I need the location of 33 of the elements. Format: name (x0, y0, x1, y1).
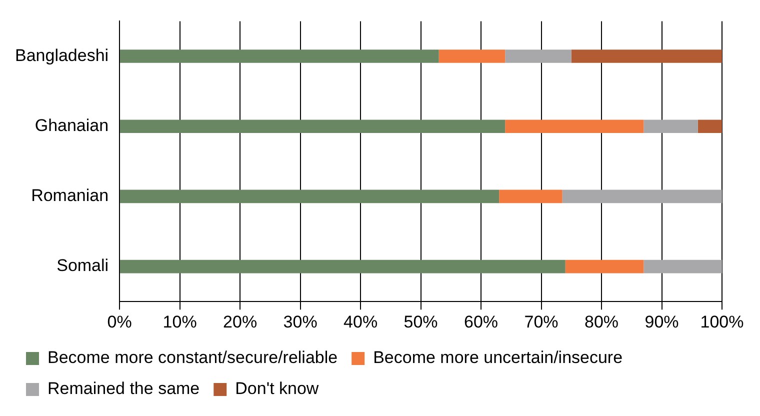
x-tick-label: 90% (644, 312, 679, 332)
bar (499, 190, 562, 204)
bar (120, 50, 439, 63)
bar (120, 190, 500, 204)
legend-label: Don't know (235, 379, 320, 398)
x-tick-label: 80% (584, 312, 619, 332)
bar (644, 260, 722, 274)
y-tick-label: Somali (56, 256, 109, 276)
bar (565, 260, 644, 274)
legend-label: Become more uncertain/insecure (373, 348, 623, 368)
legend-label: Become more constant/secure/reliable (48, 348, 338, 368)
bar (644, 120, 698, 134)
bar (698, 120, 722, 134)
x-tick-label: 100% (700, 312, 744, 332)
x-tick-label: 70% (524, 312, 558, 332)
bar (120, 260, 566, 274)
legend-label: Remained the same (48, 379, 200, 398)
y-tick-label: Romanian (31, 186, 109, 206)
x-tick-label: 60% (464, 312, 498, 332)
bar (505, 120, 644, 134)
bar (571, 50, 722, 63)
bar (120, 120, 506, 134)
x-tick-label: 20% (223, 312, 258, 332)
x-tick-label: 10% (162, 312, 197, 332)
x-tick-label: 50% (404, 312, 438, 332)
x-tick-label: 0% (107, 312, 132, 332)
bar (562, 190, 722, 204)
x-tick-label: 30% (283, 312, 318, 332)
bar (438, 50, 506, 63)
y-tick-label: Bangladeshi (14, 46, 109, 65)
bar (505, 50, 572, 63)
x-tick-label: 40% (344, 312, 378, 332)
y-tick-label: Ghanaian (34, 116, 109, 136)
